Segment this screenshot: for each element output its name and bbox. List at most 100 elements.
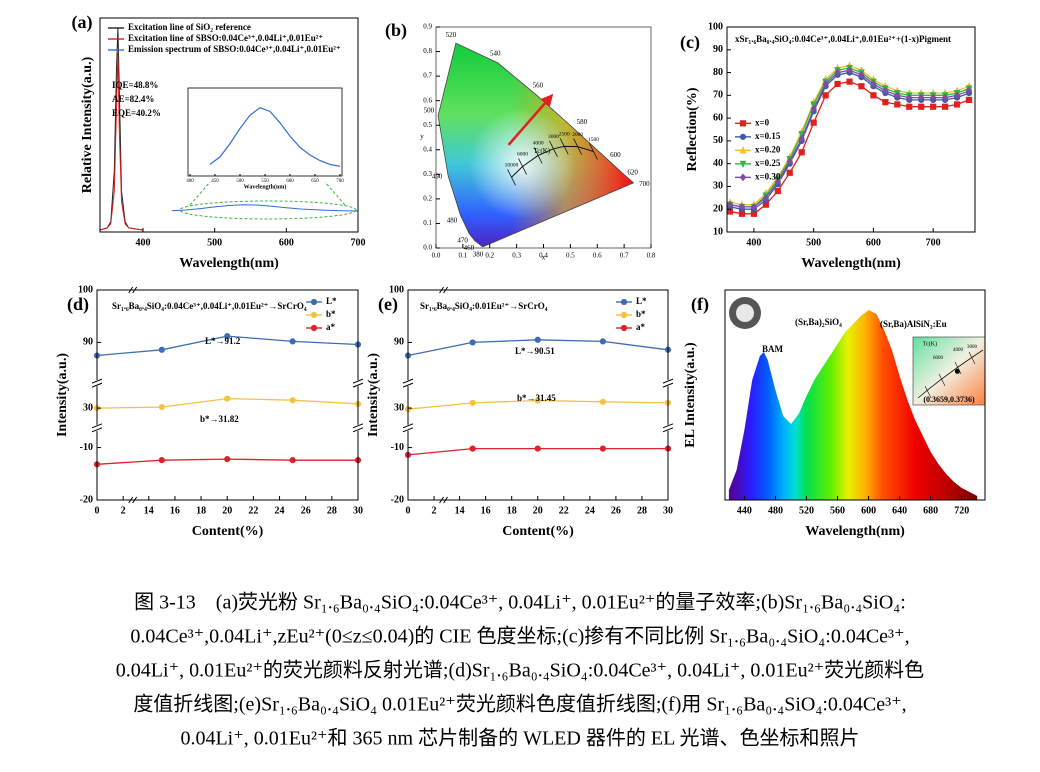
x-tick-label: 0.5 bbox=[566, 252, 575, 260]
inset-cie bbox=[912, 336, 986, 406]
chromaticity-point bbox=[954, 368, 960, 374]
legend-marker bbox=[310, 324, 318, 332]
data-point bbox=[965, 96, 973, 103]
y-tick-label: 0.2 bbox=[423, 194, 432, 202]
y-tick-label: -20 bbox=[391, 494, 404, 505]
panel-label: (b) bbox=[385, 20, 407, 41]
axis-break bbox=[662, 423, 674, 433]
y-tick-label: -10 bbox=[80, 442, 93, 453]
inset-x-tick-label: 450 bbox=[211, 179, 219, 184]
legend-label: a* bbox=[326, 322, 336, 332]
data-point bbox=[810, 119, 817, 126]
x-tick-label: 700 bbox=[351, 237, 366, 248]
inset-x-tick-label: 700 bbox=[336, 179, 344, 184]
isotherm bbox=[589, 143, 598, 160]
x-tick-label: 26 bbox=[611, 505, 621, 516]
annotation: (Sr,Ba)₂SiO₄ bbox=[795, 317, 842, 327]
data-point bbox=[534, 336, 541, 343]
y-tick-label: 100 bbox=[389, 284, 404, 295]
data-point bbox=[882, 86, 889, 95]
axis-break bbox=[128, 496, 138, 504]
data-point bbox=[894, 91, 901, 100]
axis-break-gap bbox=[92, 380, 102, 387]
axis-break bbox=[402, 378, 414, 388]
x-tick-label: 24 bbox=[585, 505, 595, 516]
tc-label: 10000 bbox=[505, 163, 519, 169]
x-tick-label: 0 bbox=[95, 505, 100, 516]
inset-planckian bbox=[917, 349, 984, 399]
x-tick-label: 440 bbox=[737, 505, 752, 516]
axis-break bbox=[91, 378, 103, 388]
data-point bbox=[762, 193, 770, 202]
legend-label: x=0.20 bbox=[755, 144, 781, 154]
data-point bbox=[534, 445, 541, 452]
x-axis-label: Content(%) bbox=[502, 524, 574, 539]
data-point bbox=[289, 457, 296, 464]
device-photo-chip bbox=[736, 304, 754, 322]
x-tick-label: 520 bbox=[799, 505, 814, 516]
legend-marker bbox=[620, 298, 628, 306]
data-point bbox=[224, 395, 231, 402]
cie-color-fill bbox=[438, 43, 634, 247]
y-tick-label: 60 bbox=[713, 112, 723, 123]
legend-marker bbox=[310, 298, 318, 306]
locus-label: 380 bbox=[473, 250, 484, 258]
y-tick-label: 0.9 bbox=[423, 23, 432, 31]
x-tick-label: 2 bbox=[432, 505, 437, 516]
data-point bbox=[870, 80, 877, 88]
data-point bbox=[953, 101, 961, 108]
tc-label: 6000 bbox=[517, 152, 528, 158]
data-point bbox=[726, 200, 734, 209]
panel-label: (c) bbox=[680, 32, 700, 53]
tc-label: 2500 bbox=[559, 132, 570, 138]
locus-label: 580 bbox=[577, 118, 588, 126]
y-axis-label: Relative Intensity(a.u.) bbox=[80, 56, 95, 193]
x-tick-label: 20 bbox=[533, 505, 543, 516]
axis-break-gap bbox=[663, 380, 673, 387]
x-tick-label: 30 bbox=[353, 505, 363, 516]
isotherm bbox=[533, 147, 543, 164]
data-point bbox=[469, 445, 476, 452]
legend-label: x=0.15 bbox=[755, 131, 781, 141]
x-tick-label: 560 bbox=[830, 505, 845, 516]
x-axis-label: Content(%) bbox=[192, 524, 264, 539]
tc-label: 2000 bbox=[572, 132, 583, 138]
tc-label: 1500 bbox=[588, 137, 599, 143]
chart-title: Sr₁.₆Ba₀.₄SiO₄:0.01Eu²⁺→SrCrO₄ bbox=[420, 301, 548, 311]
data-point bbox=[469, 399, 476, 406]
x-tick-label: 0.0 bbox=[432, 252, 441, 260]
x-tick-label: 14 bbox=[455, 505, 465, 516]
annotation: b*→31.45 bbox=[517, 393, 556, 403]
y-tick-label: 0.5 bbox=[423, 121, 432, 129]
axis-break bbox=[439, 286, 448, 294]
x-tick-label: 2 bbox=[121, 505, 126, 516]
annotation: (Sr,Ba)AlSiN₃:Eu bbox=[880, 319, 947, 329]
axis-break bbox=[402, 423, 414, 433]
x-tick-label: 720 bbox=[954, 505, 969, 516]
axis-break-gap bbox=[92, 424, 102, 431]
data-point bbox=[929, 93, 937, 102]
inset-label: Tc(K) bbox=[923, 340, 937, 347]
legend-marker bbox=[739, 133, 747, 140]
axis-break bbox=[128, 286, 138, 294]
data-point bbox=[942, 103, 949, 110]
y-tick-label: 90 bbox=[83, 337, 93, 348]
caption-line: 0.04Li⁺, 0.01Eu²⁺的荧光颜料反射光谱;(d)Sr₁.₆Ba₀.₄… bbox=[116, 659, 924, 682]
inset-label: 6000 bbox=[933, 356, 944, 361]
x-tick-label: 500 bbox=[806, 237, 821, 248]
x-tick-label: 24 bbox=[275, 505, 285, 516]
tc-label: 3000 bbox=[548, 134, 559, 140]
caption-line: 图 3-13 (a)荧光粉 Sr₁.₆Ba₀.₄SiO₄:0.04Ce³⁺, 0… bbox=[134, 591, 906, 614]
data-point bbox=[918, 103, 925, 110]
data-point bbox=[822, 80, 829, 88]
zoom-line bbox=[324, 181, 346, 206]
x-tick-label: 0.8 bbox=[647, 252, 656, 260]
spectral-locus bbox=[437, 42, 635, 248]
y-axis-label: y bbox=[420, 133, 424, 141]
inset-x-tick-label: 650 bbox=[311, 179, 319, 184]
x-tick-label: 28 bbox=[327, 505, 337, 516]
data-point bbox=[870, 92, 877, 99]
chart-title: Sr₁.₆Ba₀.₄SiO₄:0.04Ce³⁺,0.04Li⁺,0.01Eu²⁺… bbox=[112, 301, 307, 311]
annotation: b*→31.82 bbox=[200, 414, 239, 424]
